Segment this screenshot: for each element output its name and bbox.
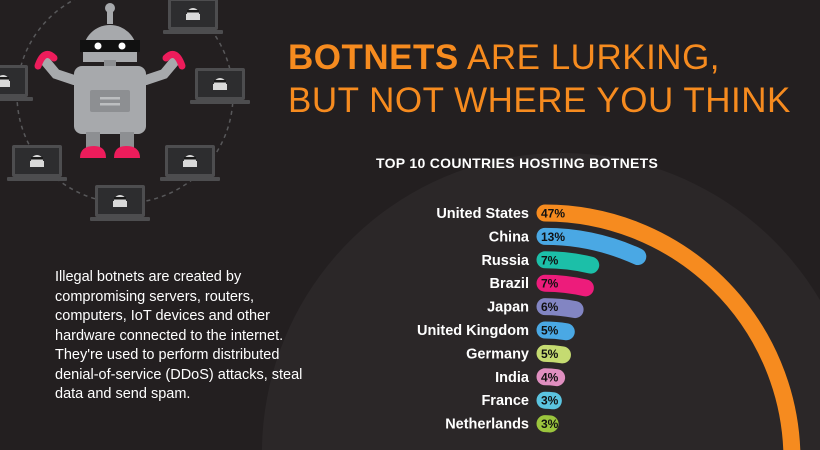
country-label: India [495,370,530,386]
value-label: 5% [541,347,559,361]
description-text: Illegal botnets are created by compromis… [55,269,303,402]
bar-brazil [536,274,594,297]
country-label: China [489,229,530,245]
country-label: Netherlands [445,417,529,433]
bar-germany [536,344,571,364]
botnet-illustration [0,0,250,221]
country-label: United States [436,206,529,222]
laptop-icon [0,65,33,101]
country-label: Russia [481,253,529,269]
laptop-icon [160,145,220,181]
headline-emphasis: BOTNETS [288,38,459,77]
country-label: Brazil [490,276,530,292]
country-label: Germany [466,346,529,362]
bar-united-states [536,204,801,450]
value-label: 7% [541,277,559,291]
bar-france [536,391,562,410]
laptop-icon [7,145,67,181]
bar-china [536,227,647,266]
bar-united-kingdom [536,321,575,341]
headline-line-1: BOTNETS ARE LURKING, [288,36,791,79]
laptop-icon [163,0,223,34]
value-label: 7% [541,253,559,267]
country-label: France [481,393,529,409]
value-label: 4% [541,370,559,384]
value-label: 3% [541,394,559,408]
headline: BOTNETS ARE LURKING, BUT NOT WHERE YOU T… [288,36,791,122]
bar-japan [536,298,584,319]
laptop-icon [190,68,250,104]
laptop-icon [90,185,150,221]
headline-line-2: BUT NOT WHERE YOU THINK [288,81,791,120]
value-label: 47% [541,207,565,221]
value-label: 5% [541,324,559,338]
robot-icon [34,3,186,158]
country-label: United Kingdom [417,323,529,339]
bar-india [536,368,566,387]
value-label: 6% [541,300,559,314]
headline-line-1-rest: ARE LURKING, [467,38,721,77]
value-label: 3% [541,417,559,431]
country-label: Japan [487,300,529,316]
chart-title: TOP 10 COUNTRIES HOSTING BOTNETS [376,155,659,171]
bar-russia [536,251,600,274]
value-label: 13% [541,230,565,244]
